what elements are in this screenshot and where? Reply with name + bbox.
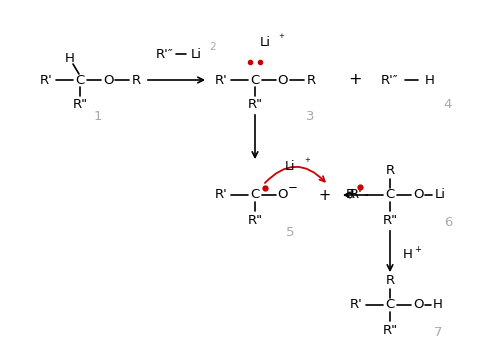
Text: 3: 3 [306,109,314,122]
Text: R": R" [382,213,398,226]
Text: +: + [278,33,284,39]
FancyArrowPatch shape [265,167,324,183]
Text: −: − [288,180,298,193]
Text: C: C [386,188,394,201]
Text: +: + [348,73,362,87]
Text: C: C [250,74,260,87]
Text: R': R' [214,188,228,201]
Text: O: O [413,299,423,312]
Text: +: + [304,157,310,163]
Text: R: R [386,274,394,287]
Text: +: + [319,187,331,203]
Text: C: C [76,74,84,87]
Text: O: O [278,74,288,87]
Text: +: + [414,244,422,253]
Text: O: O [103,74,113,87]
Text: H: H [65,52,75,65]
Text: H: H [425,74,435,87]
Text: R'″: R'″ [156,48,174,61]
Text: R: R [346,188,354,201]
Text: R'″: R'″ [381,74,399,87]
Text: Li: Li [191,48,202,61]
Text: R: R [306,74,316,87]
Text: 2: 2 [209,42,216,52]
Text: Li: Li [285,161,295,174]
Text: R': R' [350,188,362,201]
Text: C: C [386,299,394,312]
Text: R": R" [382,323,398,336]
Text: C: C [250,188,260,201]
Text: 5: 5 [286,226,294,239]
Text: R': R' [214,74,228,87]
Text: O: O [278,188,288,201]
Text: H: H [403,248,413,261]
Text: R": R" [248,213,262,226]
Text: 1: 1 [94,109,102,122]
Text: 4: 4 [444,99,452,112]
Text: R": R" [72,97,88,110]
Text: Li: Li [260,35,270,48]
Text: R': R' [40,74,52,87]
Text: R": R" [248,99,262,112]
Text: R: R [386,165,394,178]
Text: H: H [433,299,443,312]
Text: R': R' [350,299,362,312]
Text: Li: Li [434,188,446,201]
Text: O: O [413,188,423,201]
Text: R: R [132,74,140,87]
Text: 6: 6 [444,217,452,230]
Text: 7: 7 [434,326,442,339]
